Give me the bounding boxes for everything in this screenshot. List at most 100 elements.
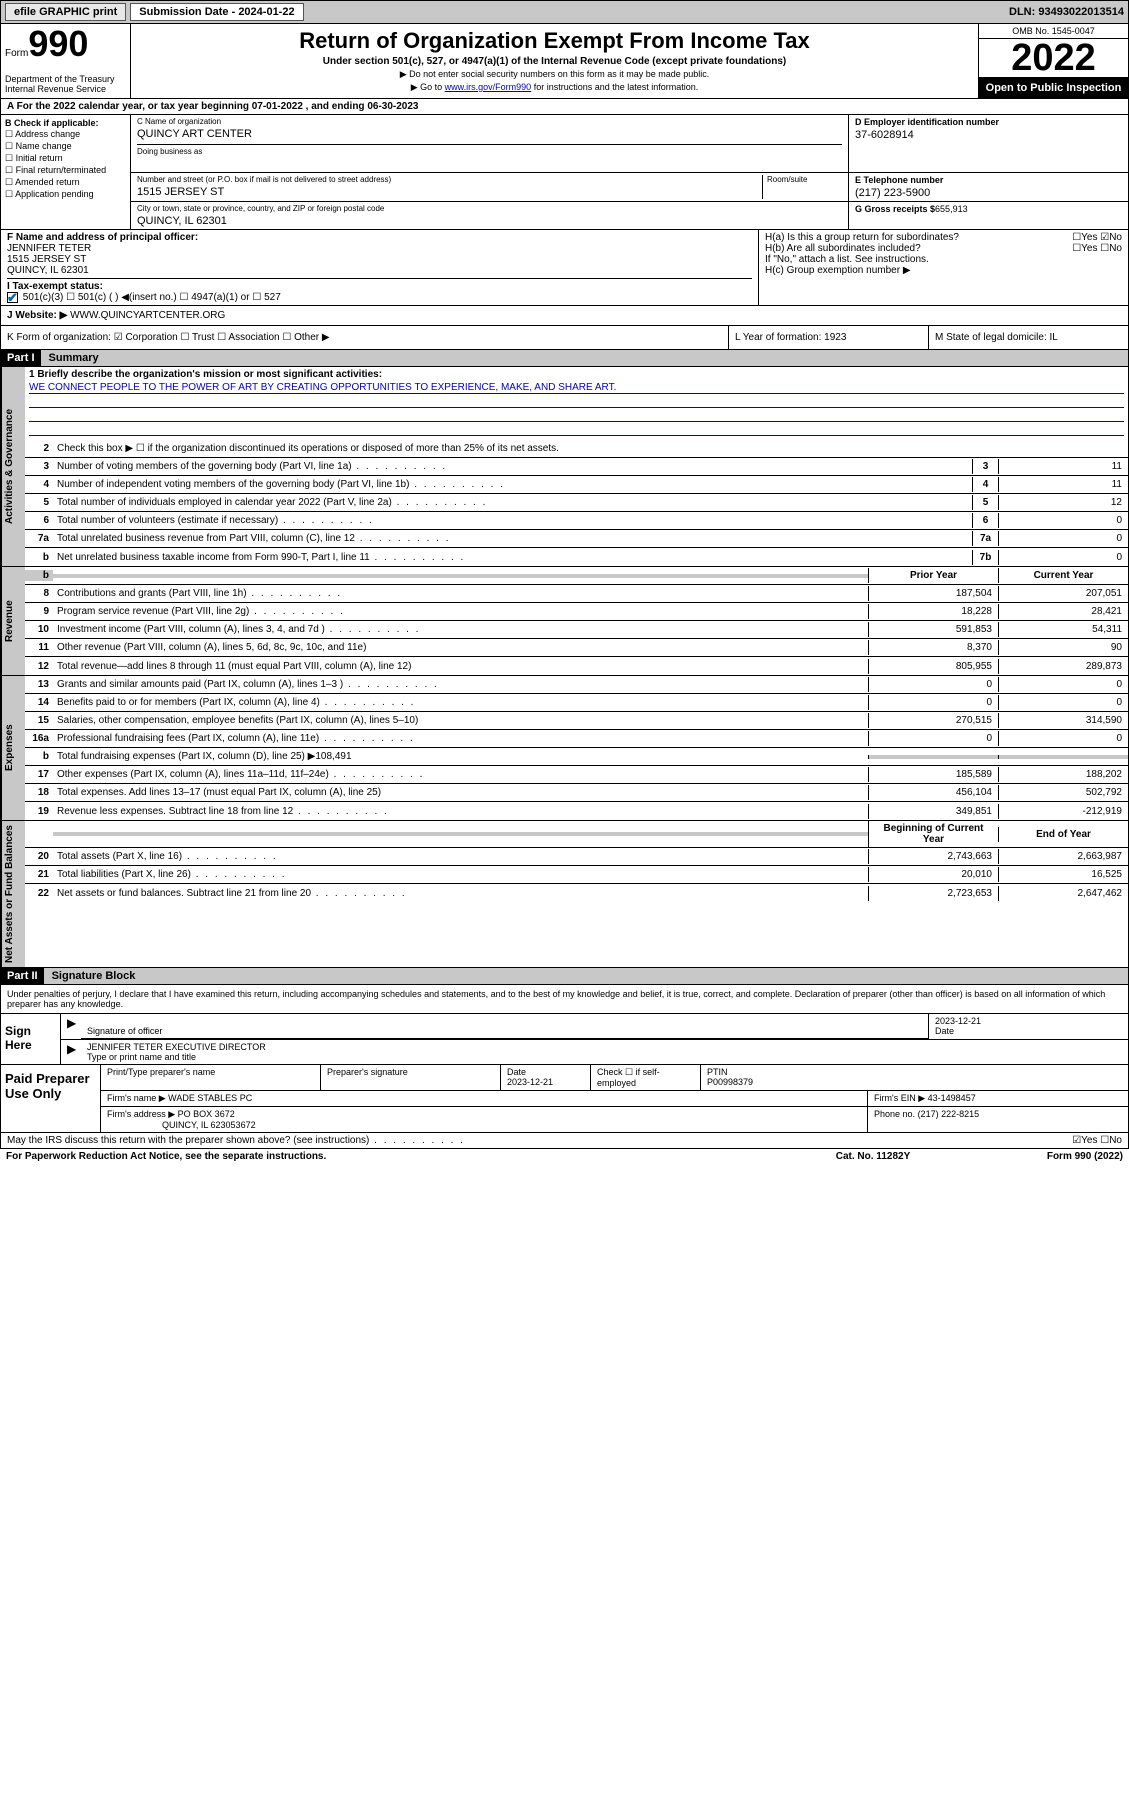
r22: Net assets or fund balances. Subtract li… [53,886,868,901]
p18: 456,104 [868,785,998,800]
prep-firm: WADE STABLES PC [168,1093,252,1103]
j-lbl: J Website: ▶ [7,310,67,321]
f-name: JENNIFER TETER [7,243,752,254]
discuss-ans[interactable]: ☑Yes ☐No [1072,1135,1122,1146]
r17: Other expenses (Part IX, column (A), lin… [53,767,868,782]
form-number: 990 [28,23,88,64]
q1-blank3 [29,424,1124,436]
p17: 185,589 [868,767,998,782]
f-lbl: F Name and address of principal officer: [7,232,752,243]
header-mid: Return of Organization Exempt From Incom… [131,24,978,98]
c-city: QUINCY, IL 62301 [137,215,842,227]
b-name-change[interactable]: ☐ Name change [5,141,126,152]
r15: Salaries, other compensation, employee b… [53,713,868,728]
preparer-block: Paid Preparer Use Only Print/Type prepar… [0,1065,1129,1133]
note2-post: for instructions and the latest informat… [531,82,698,92]
col-end: End of Year [998,827,1128,842]
ln7b: b [25,552,53,563]
arrow-icon: ▶ [67,1016,76,1030]
v4: 11 [998,477,1128,492]
prep-h4[interactable]: Check ☐ if self-employed [597,1067,660,1088]
c16a: 0 [998,731,1128,746]
tab-governance: Activities & Governance [1,367,25,566]
p16b [868,755,998,759]
ln8: 8 [25,588,53,599]
hb-ans[interactable]: ☐Yes ☐No [1072,243,1122,254]
form-title: Return of Organization Exempt From Incom… [139,28,970,54]
form-990: Form 990 (2022) [973,1151,1123,1162]
c18: 502,792 [998,785,1128,800]
p8: 187,504 [868,586,998,601]
prep-h5: PTIN [707,1067,728,1077]
r18: Total expenses. Add lines 13–17 (must eq… [53,785,868,800]
ha-ans[interactable]: ☐Yes ☑No [1072,232,1122,243]
b7a: 7a [972,531,998,546]
efile-btn[interactable]: efile GRAPHIC print [5,3,126,21]
r14: Benefits paid to or for members (Part IX… [53,695,868,710]
ln2: 2 [25,443,53,454]
p16a: 0 [868,731,998,746]
b7b: 7b [972,550,998,565]
prep-lbl: Paid Preparer Use Only [1,1065,101,1132]
c-addr-lbl: Number and street (or P.O. box if mail i… [137,175,762,184]
c-name-lbl: C Name of organization [137,117,842,126]
submission-date: Submission Date - 2024-01-22 [130,3,303,21]
dln: DLN: 93493022013514 [1009,6,1124,18]
prep-h3: Date [507,1067,526,1077]
b-pending[interactable]: ☐ Application pending [5,189,126,200]
j-website[interactable]: WWW.QUINCYARTCENTER.ORG [70,310,225,321]
c21: 16,525 [998,867,1128,882]
d-ein: 37-6028914 [855,129,1122,141]
i-501c3-check[interactable] [7,292,18,303]
ln9: 9 [25,606,53,617]
b-amended[interactable]: ☐ Amended return [5,177,126,188]
ln4: 4 [25,479,53,490]
form-note2: ▶ Go to www.irs.gov/Form990 for instruct… [139,82,970,93]
prep-addr1: PO BOX 3672 [178,1109,235,1119]
c10: 54,311 [998,622,1128,637]
irs-link[interactable]: www.irs.gov/Form990 [445,82,532,92]
r16a: Professional fundraising fees (Part IX, … [53,731,868,746]
row-f-h: F Name and address of principal officer:… [0,230,1129,306]
b-label: B Check if applicable: [5,118,126,128]
ln5: 5 [25,497,53,508]
c9: 28,421 [998,604,1128,619]
ln18: 18 [25,787,53,798]
c11: 90 [998,640,1128,655]
p15: 270,515 [868,713,998,728]
c19: -212,919 [998,804,1128,819]
arrow-icon2: ▶ [67,1042,76,1056]
r8: Contributions and grants (Part VIII, lin… [53,586,868,601]
tax-year: 2022 [979,39,1128,78]
p14: 0 [868,695,998,710]
ln16b: b [25,751,53,762]
part1-header: Part I Summary [0,350,1129,367]
ln16a: 16a [25,733,53,744]
p13: 0 [868,677,998,692]
r20: Total assets (Part X, line 16) [53,849,868,864]
b-addr-change[interactable]: ☐ Address change [5,129,126,140]
b-initial[interactable]: ☐ Initial return [5,153,126,164]
ln13: 13 [25,679,53,690]
tab-revenue: Revenue [1,567,25,675]
form-subtitle: Under section 501(c), 527, or 4947(a)(1)… [139,56,970,67]
p11: 8,370 [868,640,998,655]
c-dba-lbl: Doing business as [137,144,842,156]
q4: Number of independent voting members of … [53,477,972,492]
sign-here-block: Sign Here ▶ Signature of officer 2023-12… [0,1014,1129,1065]
r13: Grants and similar amounts paid (Part IX… [53,677,868,692]
cat-no: Cat. No. 11282Y [773,1151,973,1162]
ln7a: 7a [25,533,53,544]
col-prior: Prior Year [868,568,998,583]
sign-here-lbl: Sign Here [1,1014,61,1064]
c14: 0 [998,695,1128,710]
ln11: 11 [25,642,53,653]
c13: 0 [998,677,1128,692]
open-inspection: Open to Public Inspection [979,78,1128,98]
ln22: 22 [25,888,53,899]
b-final[interactable]: ☐ Final return/terminated [5,165,126,176]
footer-discuss: May the IRS discuss this return with the… [0,1133,1129,1149]
q1-blank2 [29,410,1124,422]
part2-title: Signature Block [44,968,1128,984]
note2-pre: ▶ Go to [411,82,445,92]
